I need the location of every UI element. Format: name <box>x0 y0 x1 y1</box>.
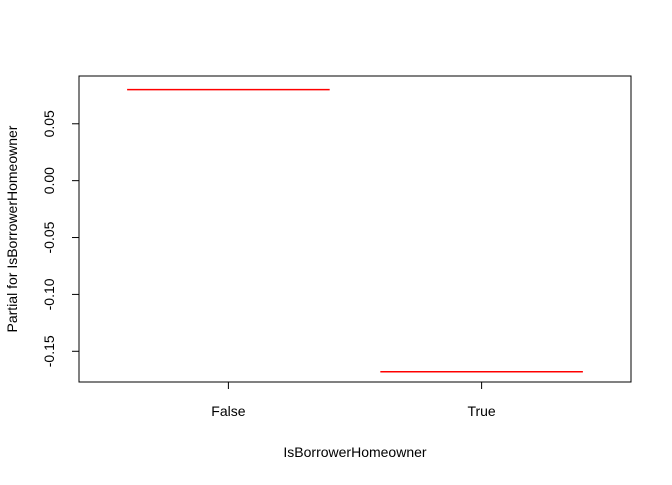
plot-frame <box>78 75 632 383</box>
x-tick-label: False <box>211 403 245 419</box>
category-segments <box>127 88 583 373</box>
y-axis: 0.05 0.00 -0.05 -0.10 -0.15 <box>41 110 80 367</box>
x-tick-label: True <box>467 403 495 419</box>
y-tick-label: -0.05 <box>41 221 57 253</box>
y-tick-label: 0.05 <box>41 110 57 137</box>
y-tick-label: 0.00 <box>41 167 57 194</box>
y-tick-label: -0.15 <box>41 335 57 367</box>
y-axis-label: Partial for IsBorrowerHomeowner <box>4 125 20 332</box>
x-axis: False True <box>211 381 496 419</box>
y-tick-label: -0.10 <box>41 278 57 310</box>
x-axis-label: IsBorrowerHomeowner <box>283 444 426 460</box>
